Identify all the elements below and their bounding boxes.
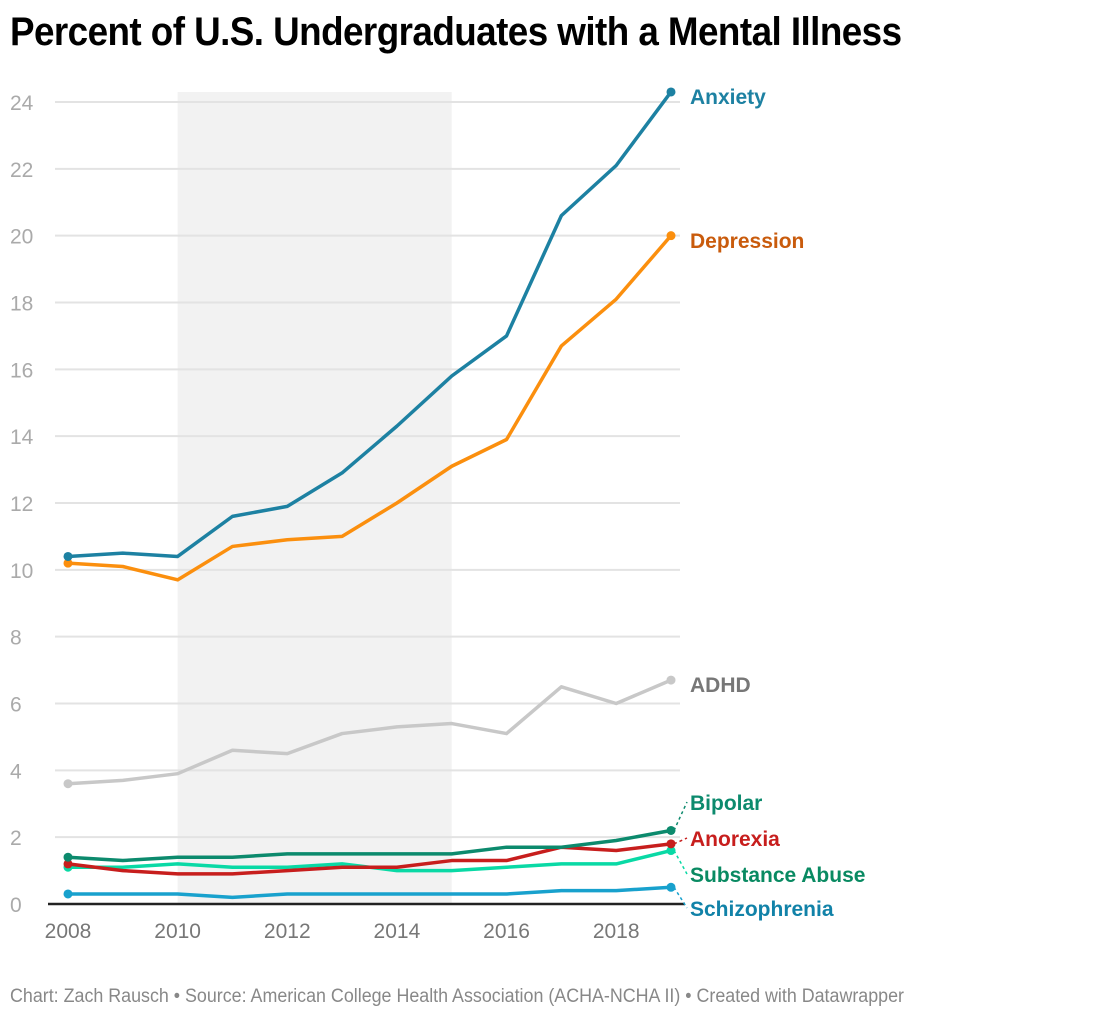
series-line-schizophrenia <box>66 885 673 900</box>
x-tick-label-2008: 2008 <box>45 920 92 943</box>
series-adhd <box>63 675 676 789</box>
chart-footer-credits: Chart: Zach Rausch • Source: American Co… <box>10 986 904 1007</box>
series-label-bipolar: Bipolar <box>690 792 762 815</box>
series-start-point-anorexia <box>63 859 73 869</box>
x-tick-label-2018: 2018 <box>593 920 640 943</box>
series-start-point-adhd <box>63 779 73 789</box>
series-start-point-schizophrenia <box>63 889 73 899</box>
series-end-point-bipolar <box>666 825 676 835</box>
y-tick-label-10: 10 <box>10 560 33 583</box>
series-label-substance-abuse: Substance Abuse <box>690 864 865 887</box>
series-schizophrenia <box>63 882 676 900</box>
series-anxiety <box>63 87 676 561</box>
series-end-point-substance-abuse <box>666 846 676 856</box>
x-tick-label-2010: 2010 <box>154 920 201 943</box>
label-connectors <box>673 801 688 909</box>
y-tick-label-4: 4 <box>10 760 22 783</box>
series-start-point-anxiety <box>63 551 73 561</box>
x-axis-ticks: 2008 2010 2012 2014 2016 2018 <box>45 920 640 943</box>
series-line-adhd <box>66 678 673 786</box>
y-tick-label-14: 14 <box>10 426 34 449</box>
series-line-anxiety <box>66 90 673 559</box>
x-tick-label-2012: 2012 <box>264 920 311 943</box>
y-tick-label-12: 12 <box>10 493 33 516</box>
connector-bipolar <box>673 801 688 831</box>
series-line-bipolar <box>66 828 673 863</box>
chart-title: Percent of U.S. Undergraduates with a Me… <box>10 10 902 54</box>
x-tick-label-2016: 2016 <box>483 920 530 943</box>
y-tick-label-2: 2 <box>10 827 22 850</box>
series-start-point-depression <box>63 558 73 568</box>
y-tick-label-6: 6 <box>10 694 22 717</box>
series-bipolar <box>63 825 676 863</box>
series-depression <box>63 231 676 582</box>
series-lines <box>63 87 676 900</box>
series-end-point-anxiety <box>666 87 676 97</box>
y-tick-label-20: 20 <box>10 226 33 249</box>
connector-anorexia <box>673 837 688 845</box>
y-tick-label-8: 8 <box>10 627 22 650</box>
y-tick-label-24: 24 <box>10 92 34 115</box>
series-label-schizophrenia: Schizophrenia <box>690 898 834 921</box>
highlight-band <box>177 92 452 904</box>
series-end-point-adhd <box>666 675 676 685</box>
x-tick-label-2014: 2014 <box>374 920 421 943</box>
y-tick-label-18: 18 <box>10 293 33 316</box>
series-labels: Anxiety Depression ADHD Bipolar Anorexia Subs… <box>690 86 865 921</box>
y-tick-label-16: 16 <box>10 359 33 382</box>
series-label-anorexia: Anorexia <box>690 828 780 851</box>
series-end-point-anorexia <box>666 839 676 849</box>
connector-substance-abuse <box>673 850 688 875</box>
highlight-band-group <box>177 92 452 904</box>
series-label-adhd: ADHD <box>690 674 751 697</box>
series-end-point-schizophrenia <box>666 882 676 892</box>
connector-schizophrenia <box>673 886 688 909</box>
series-label-anxiety: Anxiety <box>690 86 766 109</box>
series-line-depression <box>66 233 673 582</box>
series-end-point-depression <box>666 231 676 241</box>
y-tick-label-0: 0 <box>10 894 22 917</box>
series-label-depression: Depression <box>690 230 804 253</box>
gridlines-group <box>55 101 680 839</box>
series-start-point-bipolar <box>63 852 73 862</box>
y-tick-label-22: 22 <box>10 159 33 182</box>
